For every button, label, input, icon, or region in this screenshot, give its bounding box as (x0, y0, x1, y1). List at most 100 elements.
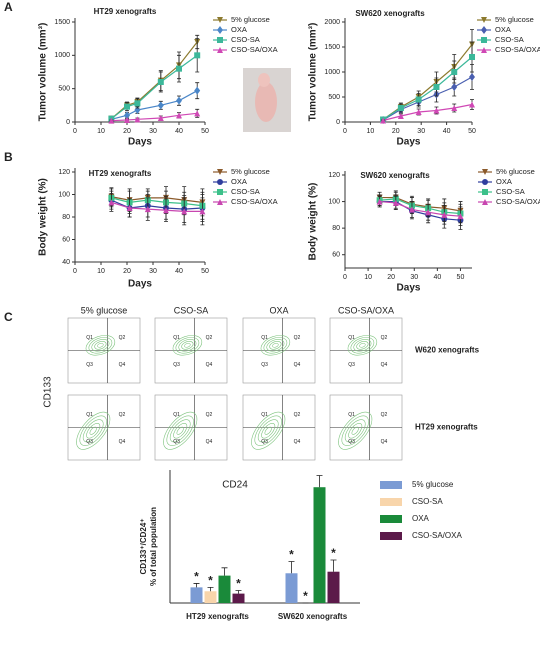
density-contour (85, 335, 116, 356)
legend-marker (481, 47, 487, 53)
density-contour (178, 339, 197, 352)
x-tick-label: 20 (387, 274, 395, 281)
x-tick-label: 50 (457, 274, 465, 281)
x-tick-label: 30 (149, 268, 157, 275)
marker (380, 117, 387, 124)
density-contour (91, 339, 110, 352)
marker (176, 112, 182, 119)
density-contour (257, 419, 279, 443)
legend-label: 5% glucose (495, 15, 534, 24)
series-line (379, 200, 461, 217)
x-tick-label: 40 (175, 268, 183, 275)
x-tick-label: 20 (392, 128, 400, 135)
marker (451, 69, 458, 75)
quadrant-label: Q2 (294, 335, 301, 341)
significance-mark: * (303, 589, 308, 603)
quadrant-label: Q1 (86, 335, 93, 341)
marker (415, 96, 422, 103)
marker (392, 199, 399, 206)
quadrant-label: Q4 (294, 439, 301, 445)
marker (157, 101, 164, 110)
quadrant-label: Q3 (348, 362, 355, 368)
legend-label: CSO-SA/OXA (412, 531, 462, 540)
x-tick-label: 0 (73, 128, 77, 135)
x-tick-label: 30 (149, 128, 157, 135)
quadrant-label: Q1 (173, 412, 180, 418)
marker (469, 73, 475, 81)
series-line (111, 197, 203, 207)
marker (451, 105, 458, 111)
legend-marker (217, 189, 223, 195)
density-contour (348, 422, 363, 439)
marker (194, 86, 201, 95)
marker (194, 52, 201, 59)
row-label: HT29 xenografts (415, 423, 478, 432)
density-contour (344, 419, 366, 443)
density-contour (172, 335, 203, 356)
quadrant-label: Q1 (348, 335, 355, 341)
x-tick-label: 20 (123, 128, 131, 135)
x-axis-label: Days (397, 137, 421, 148)
panel-label: B (4, 150, 13, 164)
x-tick-label: 50 (201, 128, 209, 135)
bar (327, 571, 340, 603)
marker (469, 54, 475, 60)
column-header: CSO-SA/OXA (338, 305, 394, 315)
x-tick-label: 30 (417, 128, 425, 135)
marker (124, 103, 130, 110)
density-contour (266, 339, 285, 352)
bar (204, 591, 217, 603)
legend-label: CSO-SA (496, 187, 525, 196)
density-contour (181, 341, 194, 350)
chart-title: SW620 xenografts (360, 171, 430, 180)
legend-marker (482, 179, 488, 185)
marker (199, 208, 206, 215)
marker (176, 96, 182, 105)
y-axis-label: CD133⁺/CD24⁺ (139, 518, 148, 574)
x-tick-label: 10 (97, 128, 105, 135)
quadrant-label: Q1 (261, 335, 268, 341)
legend-label: CSO-SA/OXA (231, 45, 278, 54)
x-tick-label: 40 (433, 274, 441, 281)
y-tick-label: 80 (62, 214, 70, 221)
quadrant-label: Q4 (294, 362, 301, 368)
density-contour (97, 343, 104, 348)
quadrant-label: Q3 (173, 439, 180, 445)
series-line (382, 44, 473, 120)
y-tick-label: 1500 (324, 44, 340, 51)
x-tick-label: 0 (343, 128, 347, 135)
y-axis-label: % of total population (149, 507, 158, 586)
significance-mark: * (208, 574, 213, 588)
legend-swatch (380, 515, 402, 523)
x-axis-label: Days (397, 283, 421, 294)
density-contour (356, 341, 369, 350)
chart-title: HT29 xenografts (89, 169, 152, 178)
density-contour (260, 335, 291, 356)
y-tick-label: 2000 (324, 19, 340, 26)
column-header: OXA (269, 305, 288, 315)
bar (218, 575, 231, 603)
legend-label: CSO-SA (231, 187, 260, 196)
y-axis-label: Tumor volume (mm³) (38, 23, 49, 122)
density-contour (351, 426, 359, 435)
quadrant-label: Q1 (261, 412, 268, 418)
y-tick-label: 120 (58, 169, 70, 176)
y-tick-label: 100 (58, 191, 70, 198)
bar (232, 593, 245, 603)
density-contour (166, 415, 194, 446)
legend-marker (481, 37, 487, 43)
legend-marker (217, 199, 223, 205)
quadrant-label: Q3 (86, 362, 93, 368)
density-contour (353, 339, 372, 352)
x-tick-label: 50 (468, 128, 476, 135)
y-tick-label: 1000 (54, 52, 70, 59)
legend-marker (482, 199, 488, 205)
quadrant-label: Q2 (381, 335, 388, 341)
error-bar (330, 559, 337, 572)
density-contour (82, 419, 104, 443)
y-tick-label: 100 (328, 198, 340, 205)
x-tick-label: 10 (367, 128, 375, 135)
marker (157, 79, 164, 85)
legend-label: CSO-SA/OXA (496, 197, 540, 206)
legend-marker (217, 37, 223, 43)
